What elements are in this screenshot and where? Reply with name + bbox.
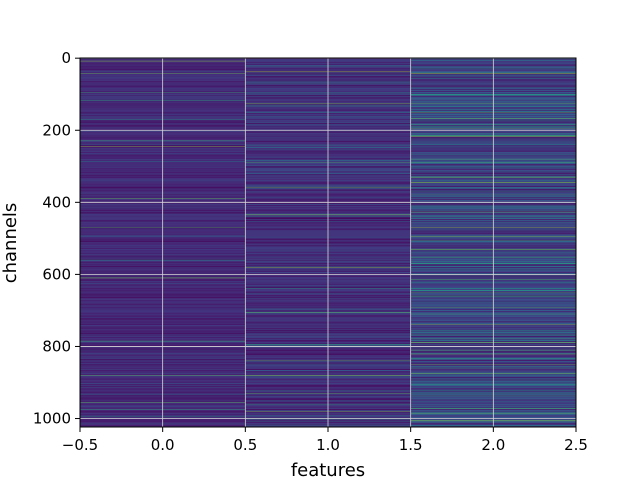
x-tick-label: 2.5 bbox=[564, 436, 588, 454]
y-axis-label: channels bbox=[0, 203, 21, 284]
x-axis-label: features bbox=[291, 460, 365, 480]
x-tick-label: 2.0 bbox=[481, 436, 505, 454]
x-tick-label: 1.0 bbox=[316, 436, 340, 454]
y-tick-label: 200 bbox=[42, 121, 71, 139]
y-axis: 0 200 400 600 800 1000 bbox=[33, 49, 80, 428]
y-tick-label: 800 bbox=[42, 337, 71, 355]
y-tick-label: 600 bbox=[42, 265, 71, 283]
x-tick-label: −0.5 bbox=[62, 436, 98, 454]
y-tick-label: 1000 bbox=[33, 410, 71, 428]
y-tick-label: 0 bbox=[61, 49, 71, 67]
x-axis: −0.5 0.0 0.5 1.0 1.5 2.0 2.5 bbox=[62, 427, 588, 454]
y-tick-label: 400 bbox=[42, 193, 71, 211]
x-tick-label: 0.5 bbox=[233, 436, 257, 454]
x-tick-label: 1.5 bbox=[399, 436, 423, 454]
x-tick-label: 0.0 bbox=[151, 436, 175, 454]
